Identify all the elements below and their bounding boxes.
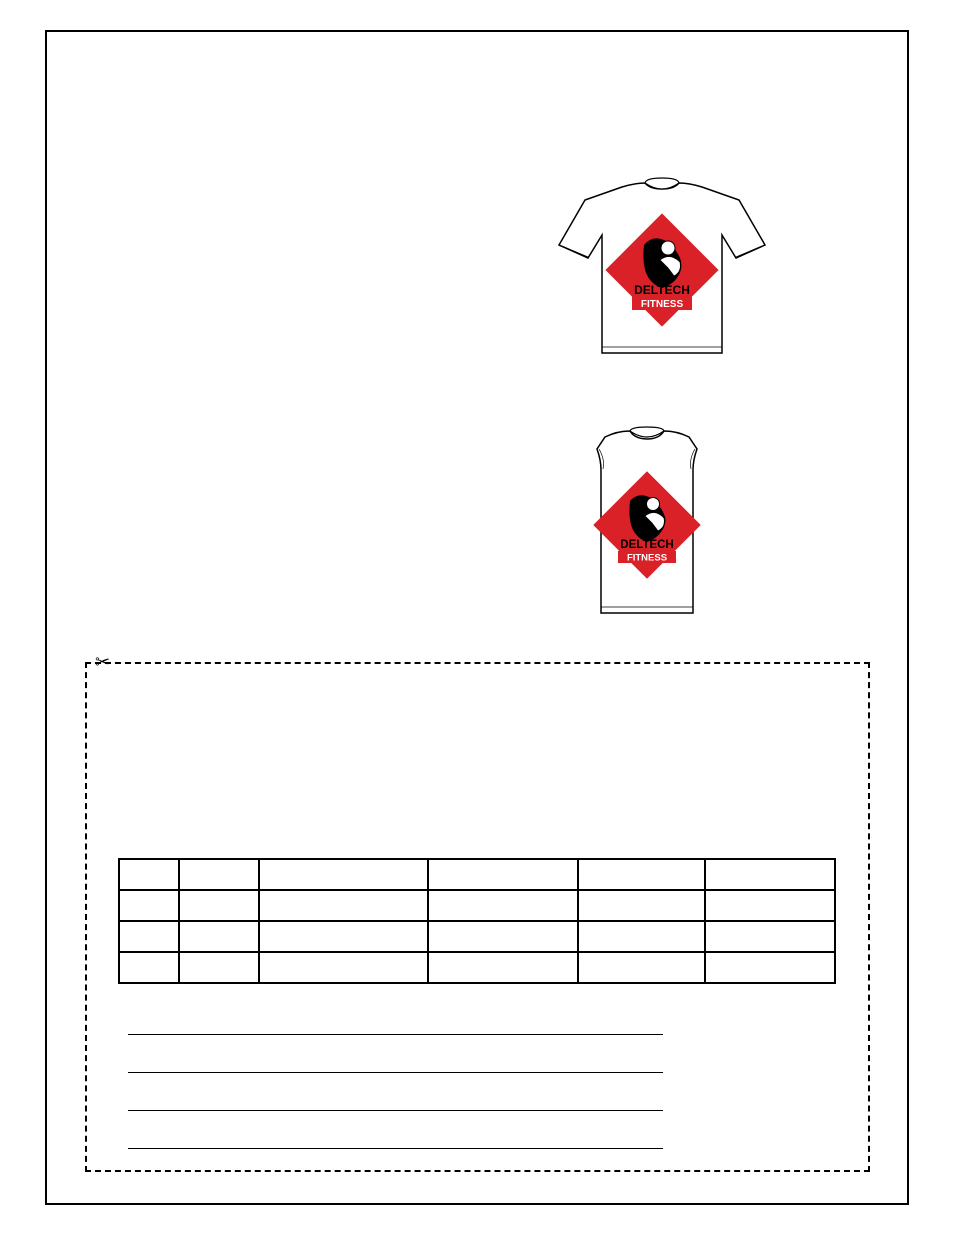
address-line[interactable] [128,1110,663,1111]
scissors-icon: ✂ [95,652,110,673]
table-cell[interactable] [259,890,429,921]
table-cell[interactable] [179,890,259,921]
svg-text:DELTECH: DELTECH [620,539,673,551]
table-cell[interactable] [259,859,429,890]
table-cell[interactable] [428,921,578,952]
table-cell[interactable] [179,859,259,890]
table-row [119,890,835,921]
svg-text:DELTECH: DELTECH [634,283,690,297]
table-cell[interactable] [119,859,179,890]
table-cell[interactable] [578,952,706,983]
table-cell[interactable] [259,921,429,952]
table-cell[interactable] [578,921,706,952]
table-cell[interactable] [119,921,179,952]
table-cell[interactable] [578,859,706,890]
table-cell[interactable] [428,859,578,890]
table-cell[interactable] [428,890,578,921]
address-line[interactable] [128,1034,663,1035]
table-cell[interactable] [705,921,835,952]
table-cell[interactable] [428,952,578,983]
address-line[interactable] [128,1072,663,1073]
table-cell[interactable] [179,952,259,983]
table-cell[interactable] [705,859,835,890]
tshirt-short-sleeve: DELTECH FITNESS [550,175,775,365]
table-cell[interactable] [259,952,429,983]
table-row [119,859,835,890]
svg-text:FITNESS: FITNESS [627,553,667,564]
tshirt-sleeveless: DELTECH FITNESS [575,425,720,625]
table-cell[interactable] [705,952,835,983]
svg-text:FITNESS: FITNESS [641,299,684,310]
address-line[interactable] [128,1148,663,1149]
table-row [119,921,835,952]
table-cell[interactable] [705,890,835,921]
table-row [119,952,835,983]
table-cell[interactable] [179,921,259,952]
table-cell[interactable] [578,890,706,921]
table-cell[interactable] [119,890,179,921]
table-cell[interactable] [119,952,179,983]
order-table [118,858,836,984]
